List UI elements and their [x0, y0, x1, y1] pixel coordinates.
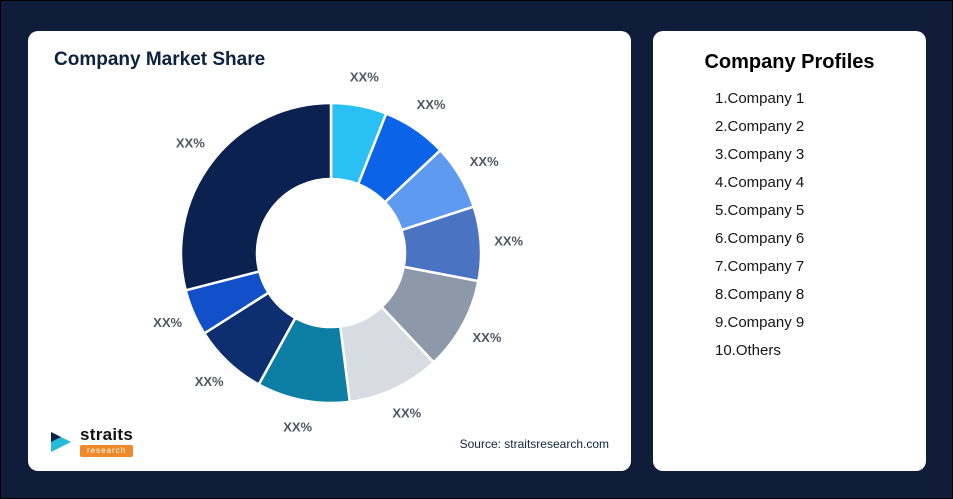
- segment-label: XX%: [417, 97, 446, 112]
- profile-list-item: 8.Company 8: [715, 286, 805, 303]
- market-share-card: Company Market Share XX% XX% XX% XX% XX% XX% X…: [28, 31, 631, 471]
- profile-list-item: 2.Company 2: [715, 118, 805, 135]
- logo-text: straits research: [80, 425, 134, 457]
- segment-label: XX%: [494, 233, 523, 248]
- chart-title: Company Market Share: [54, 49, 266, 70]
- source-text: Source: straitsresearch.com: [459, 437, 609, 451]
- segment-label: XX%: [392, 405, 421, 420]
- logo-sub-text: research: [80, 445, 134, 457]
- segment-label: XX%: [176, 135, 205, 150]
- segment-label: XX%: [153, 315, 182, 330]
- segment-label: XX%: [473, 330, 502, 345]
- profile-list-item: 7.Company 7: [715, 258, 805, 275]
- company-profiles-list: 1.Company 1 2.Company 2 3.Company 3 4.Compa…: [653, 90, 926, 359]
- company-profiles-card: Company Profiles 1.Company 1 2.Company 2 3…: [653, 31, 926, 471]
- donut-segment: [179, 101, 333, 292]
- profile-list-item: 5.Company 5: [715, 202, 805, 219]
- profiles-title: Company Profiles: [704, 51, 875, 73]
- segment-label: XX%: [283, 419, 312, 434]
- profile-list-item: 10.Others: [715, 342, 781, 359]
- profile-list-item: 1.Company 1: [715, 90, 805, 107]
- segment-label: XX%: [350, 70, 379, 85]
- straits-arrow-icon: [51, 431, 71, 452]
- profile-list-item: 3.Company 3: [715, 146, 805, 163]
- profile-list-item: 6.Company 6: [715, 230, 805, 247]
- segment-label: XX%: [470, 154, 499, 169]
- profile-list-item: 9.Company 9: [715, 314, 805, 331]
- profile-list-item: 4.Company 4: [715, 174, 805, 191]
- straits-research-logo: straits research: [48, 425, 134, 457]
- donut-chart: XX% XX% XX% XX% XX% XX% XX% XX% XX% XX%: [153, 70, 523, 435]
- logo-brand-text: straits: [80, 425, 134, 444]
- segment-label: XX%: [195, 374, 224, 389]
